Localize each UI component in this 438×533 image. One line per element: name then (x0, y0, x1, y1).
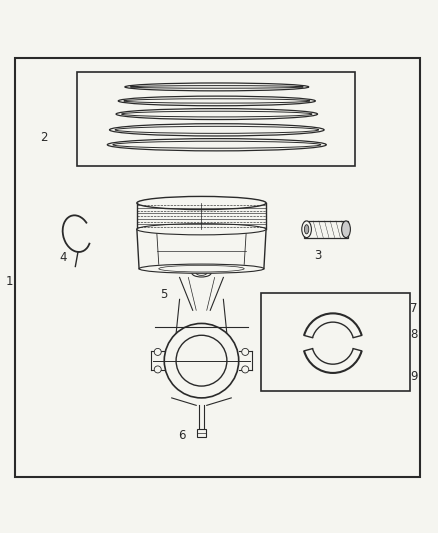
Circle shape (154, 366, 161, 373)
Circle shape (176, 335, 227, 386)
Ellipse shape (192, 269, 211, 277)
Ellipse shape (131, 86, 304, 88)
Ellipse shape (304, 225, 309, 234)
Circle shape (242, 366, 249, 373)
Text: 7: 7 (410, 302, 418, 314)
Ellipse shape (113, 141, 321, 148)
Ellipse shape (196, 271, 207, 276)
Ellipse shape (116, 109, 318, 119)
Text: 3: 3 (314, 249, 321, 262)
Text: 2: 2 (40, 131, 48, 144)
Bar (304, 221, 348, 238)
Ellipse shape (125, 83, 309, 91)
Ellipse shape (137, 224, 266, 235)
Bar (77, 71, 355, 166)
Ellipse shape (121, 111, 312, 117)
Circle shape (242, 349, 249, 356)
Ellipse shape (115, 126, 318, 133)
Circle shape (154, 349, 161, 356)
Ellipse shape (342, 221, 350, 238)
Text: 1: 1 (6, 276, 14, 288)
Ellipse shape (124, 99, 310, 103)
Ellipse shape (139, 264, 264, 273)
Text: 5: 5 (161, 288, 168, 302)
Ellipse shape (137, 197, 266, 209)
Text: 8: 8 (410, 328, 417, 341)
Ellipse shape (302, 221, 311, 238)
Text: 4: 4 (60, 251, 67, 264)
Ellipse shape (110, 124, 324, 136)
Ellipse shape (107, 139, 326, 151)
Ellipse shape (118, 96, 315, 106)
Circle shape (164, 324, 239, 398)
Text: 6: 6 (178, 429, 186, 442)
Bar (197, 430, 206, 437)
Text: 9: 9 (410, 369, 418, 383)
Bar (261, 293, 410, 391)
Ellipse shape (159, 265, 244, 272)
